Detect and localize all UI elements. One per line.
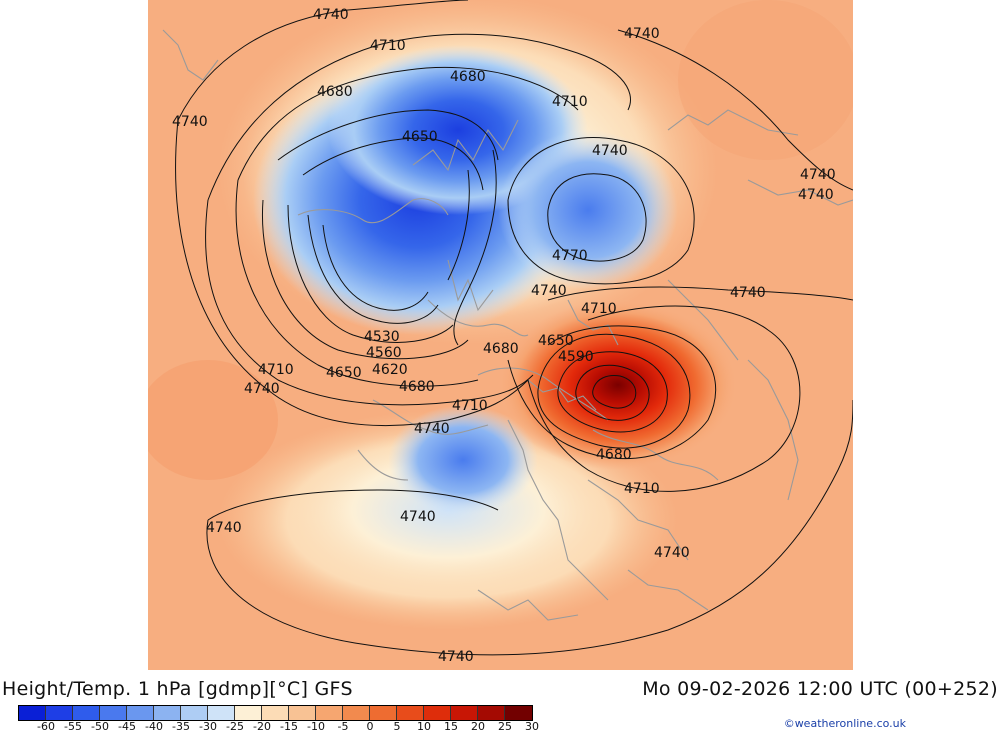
coastlines (162, 29, 853, 621)
contour-label: 4740 (414, 421, 450, 437)
contour-label: 4680 (450, 69, 486, 85)
contour-label: 4680 (483, 341, 519, 357)
contour-label: 4740 (800, 167, 836, 183)
contour-label: 4680 (317, 84, 353, 100)
contour-label: 4740 (244, 381, 280, 397)
map-canvas: 4740 4740 4710 4680 4680 4710 4740 4650 … (148, 0, 853, 670)
colorbar-tick-label: -5 (337, 720, 349, 733)
colorbar-swatch (100, 706, 127, 720)
colorbar-tick-label: 10 (417, 720, 431, 733)
colorbar-tick-label: -35 (172, 720, 190, 733)
colorbar-swatch (424, 706, 451, 720)
contour-label: 4710 (624, 481, 660, 497)
contour-label: 4680 (399, 379, 435, 395)
colorbar-swatch (262, 706, 289, 720)
contour-label: 4590 (558, 349, 594, 365)
contour-label: 4710 (452, 398, 488, 414)
temperature-field (148, 0, 853, 670)
colorbar-swatch (397, 706, 424, 720)
contour-label: 4710 (581, 301, 617, 317)
height-contours (175, 0, 853, 656)
contour-label: 4710 (370, 38, 406, 54)
colorbar-swatch (505, 706, 532, 720)
colorbar-swatch (19, 706, 46, 720)
colorbar-swatch (289, 706, 316, 720)
map-datetime: Mo 09-02-2026 12:00 UTC (00+252) (642, 678, 998, 700)
contour-label: 4650 (326, 365, 362, 381)
colorbar-tick-label: -25 (226, 720, 244, 733)
credit-link[interactable]: ©weatheronline.co.uk (783, 717, 906, 730)
colorbar-swatch (316, 706, 343, 720)
colorbar-tick-label: 25 (498, 720, 512, 733)
colorbar-labels: -60 -55 -50 -45 -40 -35 -30 -25 -20 -15 -10 -5 0 5 10 1… (0, 720, 600, 734)
contour-label: 4740 (798, 187, 834, 203)
contour-label: 4740 (654, 545, 690, 561)
contour-label: 4710 (258, 362, 294, 378)
map-title: Height/Temp. 1 hPa [gdmp][°C] GFS (2, 678, 353, 700)
colorbar-swatch (127, 706, 154, 720)
colorbar-tick-label: -30 (199, 720, 217, 733)
colorbar-tick-label: -45 (118, 720, 136, 733)
colorbar-tick-label: -40 (145, 720, 163, 733)
colorbar-tick-label: -20 (253, 720, 271, 733)
contour-label: 4710 (552, 94, 588, 110)
colorbar-swatch (370, 706, 397, 720)
contour-label: 4740 (313, 7, 349, 23)
colorbar-swatch (73, 706, 100, 720)
colorbar-tick-label: -55 (64, 720, 82, 733)
contour-label: 4680 (596, 447, 632, 463)
colorbar-tick-label: 0 (366, 720, 374, 733)
colorbar-swatch (478, 706, 505, 720)
weather-map: 4740 4740 4710 4680 4680 4710 4740 4650 … (148, 0, 853, 670)
colorbar-swatch (235, 706, 262, 720)
colorbar-swatch (46, 706, 73, 720)
contour-label: 4560 (366, 345, 402, 361)
map-footer: Height/Temp. 1 hPa [gdmp][°C] GFS Mo 09-… (0, 670, 1000, 733)
contour-label: 4650 (402, 129, 438, 145)
colorbar-swatch (181, 706, 208, 720)
colorbar-swatch (208, 706, 235, 720)
contour-label: 4740 (206, 520, 242, 536)
colorbar-tick-label: -15 (280, 720, 298, 733)
contour-label: 4740 (624, 26, 660, 42)
colorbar-swatch (343, 706, 370, 720)
colorbar-tick-label: 15 (444, 720, 458, 733)
contour-label: 4740 (172, 114, 208, 130)
colorbar-swatch (154, 706, 181, 720)
colorbar-tick-label: -10 (307, 720, 325, 733)
colorbar-tick-label: 20 (471, 720, 485, 733)
contour-label: 4620 (372, 362, 408, 378)
contour-label: 4740 (730, 285, 766, 301)
colorbar-tick-label: 5 (393, 720, 401, 733)
contour-label: 4770 (552, 248, 588, 264)
contour-labels: 4740 4740 4710 4680 4680 4710 4740 4650 … (172, 7, 836, 665)
contour-label: 4740 (400, 509, 436, 525)
contour-label: 4740 (531, 283, 567, 299)
colorbar-tick-label: -60 (37, 720, 55, 733)
contour-label: 4740 (592, 143, 628, 159)
colorbar-tick-label: -50 (91, 720, 109, 733)
colorbar-swatch (451, 706, 478, 720)
temperature-colorbar (18, 705, 533, 721)
contour-label: 4530 (364, 329, 400, 345)
contour-label: 4740 (438, 649, 474, 665)
contour-label: 4650 (538, 333, 574, 349)
colorbar-tick-label: 30 (525, 720, 539, 733)
